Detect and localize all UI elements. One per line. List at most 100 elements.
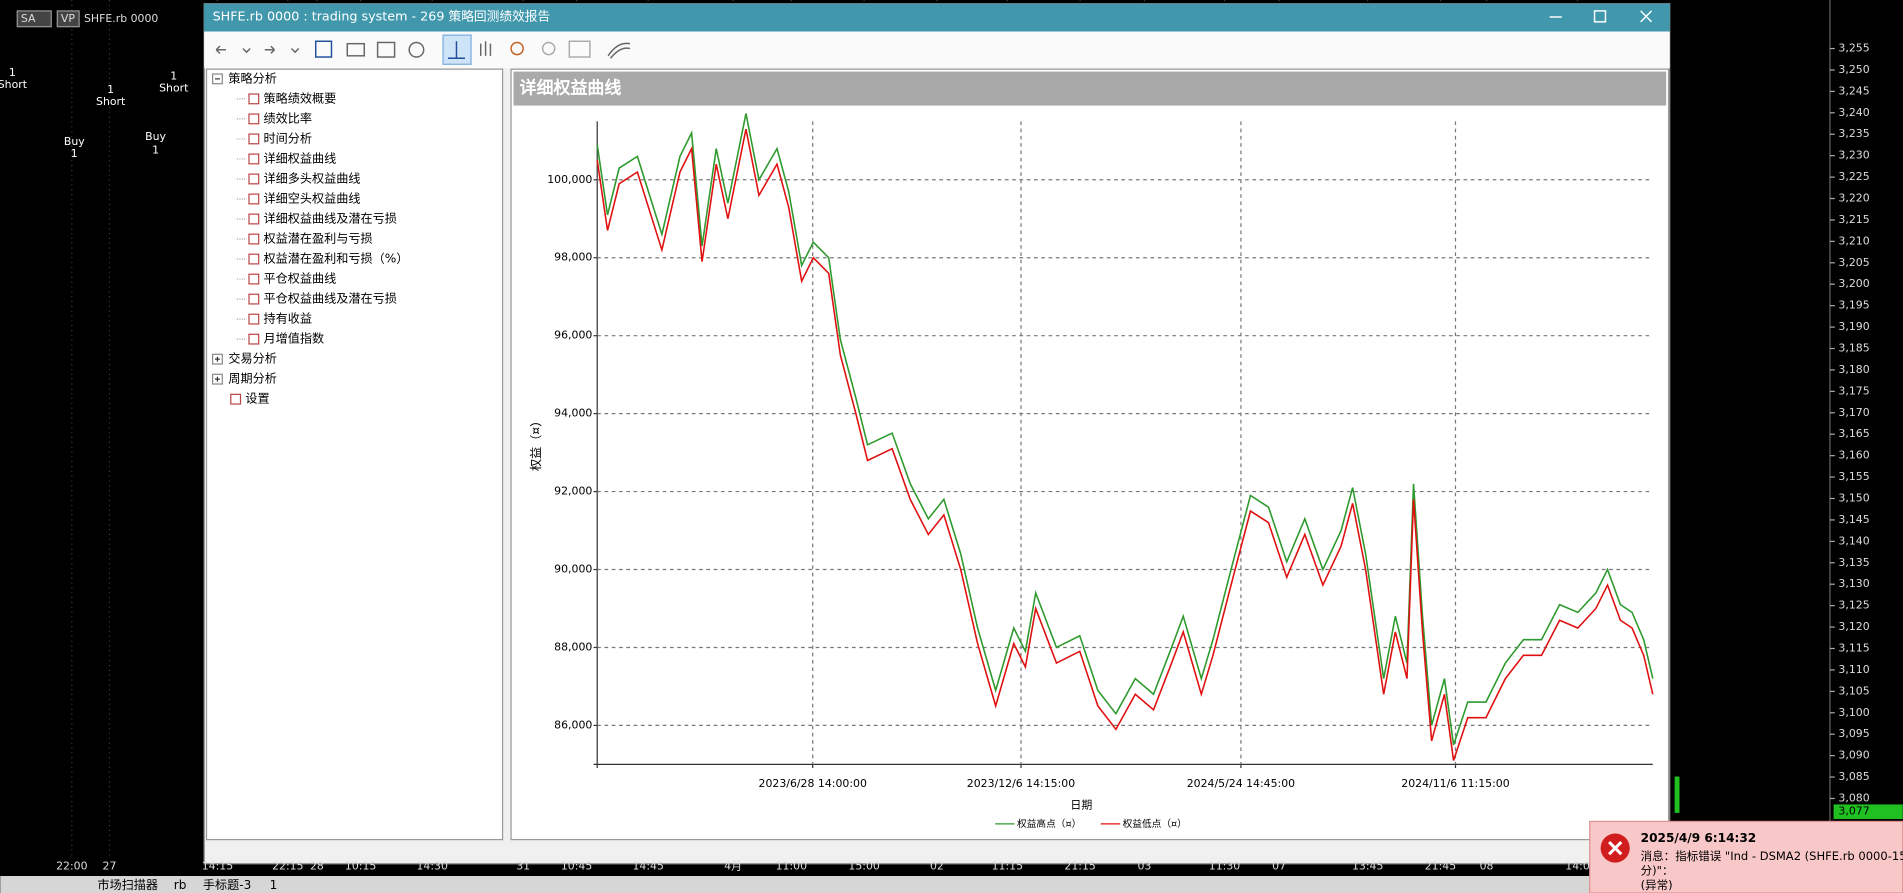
- trade-label: Short: [159, 82, 189, 95]
- time-axis-label: 11:15: [992, 859, 1023, 872]
- legend-label[interactable]: 权益高点（¤）: [1017, 817, 1081, 830]
- x-tick-label: 2024/11/6 11:15:00: [1401, 777, 1509, 790]
- chart-title: 详细权益曲线: [520, 78, 622, 99]
- x-tick-label: 2023/12/6 14:15:00: [967, 777, 1075, 790]
- trade-label: Short: [96, 95, 126, 108]
- export-button[interactable]: [346, 42, 365, 57]
- tree-icon: [248, 213, 260, 225]
- notification-line: 消息：指标错误 "Ind - DSMA2 (SHFE.rb 0000-15: [1641, 849, 1903, 863]
- price-axis-label: 3,235: [1838, 127, 1869, 140]
- tree-item[interactable]: 设置: [245, 392, 269, 406]
- trade-label: Buy: [64, 135, 85, 148]
- tree-item[interactable]: 持有收益: [264, 311, 313, 326]
- tree-group[interactable]: 周期分析: [228, 372, 277, 386]
- pan-button[interactable]: [480, 41, 492, 56]
- price-axis-label: 3,115: [1838, 641, 1869, 654]
- trade-label: Buy: [145, 130, 166, 143]
- trade-label: 1: [170, 69, 177, 82]
- reset-zoom-button[interactable]: [568, 40, 591, 58]
- back-button[interactable]: [215, 45, 226, 54]
- price-axis-label: 3,255: [1838, 42, 1869, 55]
- trade-label: 1: [9, 66, 16, 79]
- tree-item[interactable]: 权益潜在盈利与亏损: [264, 232, 373, 246]
- chart-header: [513, 71, 1667, 106]
- time-axis-label: 14:15: [202, 859, 233, 872]
- legend-label[interactable]: 权益低点（¤）: [1123, 817, 1187, 830]
- tree-item[interactable]: 详细权益曲线: [264, 150, 337, 165]
- tree-item[interactable]: 权益潜在盈利和亏损（%）: [264, 252, 409, 266]
- toolbar-chip[interactable]: [16, 10, 52, 28]
- tree-item[interactable]: 详细权益曲线及潜在亏损: [264, 211, 397, 226]
- equity-line: [596, 113, 1654, 746]
- price-axis-label: 3,215: [1838, 213, 1869, 226]
- y-tick-label: 94,000: [554, 407, 592, 420]
- price-axis-label: 3,140: [1838, 534, 1869, 547]
- last-price: 3,077: [1838, 805, 1869, 818]
- sheet-tab[interactable]: 市场扫描器: [97, 877, 158, 892]
- last-price-box: [1833, 804, 1903, 819]
- time-axis-label: 22:00: [56, 859, 87, 872]
- sheet-tab[interactable]: 手标题-3: [203, 878, 251, 892]
- trade-label: 1: [71, 147, 78, 160]
- tree-icon: [248, 93, 260, 105]
- trade-label: Short: [0, 78, 28, 91]
- time-axis-label: 14:0: [1565, 859, 1590, 872]
- price-axis-label: 3,105: [1838, 684, 1869, 697]
- forward-button[interactable]: [264, 45, 275, 54]
- tree-item[interactable]: 平仓权益曲线: [264, 272, 337, 286]
- time-axis-label: 11:00: [776, 859, 807, 872]
- price-axis-label: 3,085: [1838, 770, 1869, 783]
- tree-icon: [248, 193, 260, 205]
- sheet-tab[interactable]: 1: [270, 878, 278, 892]
- trade-label: 1: [152, 143, 159, 156]
- x-axis-label: 日期: [1070, 799, 1092, 812]
- tree-item[interactable]: 详细多头权益曲线: [264, 170, 361, 185]
- time-axis-label: 27: [103, 859, 117, 872]
- print-button[interactable]: [376, 41, 396, 58]
- cursor-icon: [447, 41, 465, 59]
- save-button[interactable]: [314, 40, 333, 58]
- price-axis-label: 3,120: [1838, 620, 1869, 633]
- maximize-button[interactable]: [1593, 10, 1607, 23]
- toolbar-chip[interactable]: [56, 10, 80, 28]
- time-axis-label: 21:45: [1425, 859, 1456, 872]
- tree-item[interactable]: 平仓权益曲线及潜在亏损: [264, 292, 397, 306]
- zoom-out-button[interactable]: [541, 41, 556, 56]
- sheet-tab[interactable]: rb: [174, 878, 187, 892]
- tree-item[interactable]: 月增值指数: [264, 331, 325, 346]
- tree-icon: [248, 333, 260, 345]
- price-axis-label: 3,220: [1838, 192, 1869, 205]
- y-tick-label: 86,000: [554, 718, 592, 731]
- price-axis-label: 3,090: [1838, 749, 1869, 762]
- time-axis-label: 07: [1272, 859, 1286, 872]
- tree-group[interactable]: 策略分析: [228, 70, 277, 85]
- tree-group[interactable]: 交易分析: [228, 351, 277, 366]
- time-axis-label: 03: [1137, 859, 1151, 872]
- tree-item[interactable]: 详细空头权益曲线: [264, 190, 361, 205]
- tree-item[interactable]: 时间分析: [264, 131, 313, 145]
- tree-expander-plus: [215, 376, 220, 382]
- price-axis-label: 3,145: [1838, 513, 1869, 526]
- tree-item[interactable]: 绩效比率: [264, 110, 313, 125]
- chart-style-button[interactable]: [607, 42, 631, 59]
- back-menu[interactable]: [242, 48, 251, 54]
- y-tick-label: 90,000: [554, 563, 592, 576]
- time-axis-label: 08: [1480, 859, 1494, 872]
- zoom-in-button[interactable]: [510, 41, 524, 56]
- price-axis-label: 3,135: [1838, 556, 1869, 569]
- forward-menu[interactable]: [290, 48, 300, 54]
- notification-line: (异常): [1641, 878, 1673, 892]
- tree-icon: [248, 313, 260, 325]
- time-axis-label: 4月: [724, 859, 742, 872]
- toolbar-label: SA: [21, 12, 36, 25]
- time-axis-label: 10:15: [345, 859, 376, 872]
- time-axis-label: 13:45: [1352, 859, 1383, 872]
- price-axis-label: 3,100: [1838, 706, 1869, 719]
- time-axis-label: 22:15: [272, 859, 303, 872]
- tree-item[interactable]: 策略绩效概要: [264, 90, 337, 105]
- y-tick-label: 88,000: [554, 640, 592, 653]
- settings-button[interactable]: [408, 41, 425, 58]
- close-button[interactable]: [1640, 10, 1653, 23]
- window-title: SHFE.rb 0000 : trading system - 269 策略回测…: [213, 8, 551, 24]
- x-tick-label: 2024/5/24 14:45:00: [1187, 777, 1295, 790]
